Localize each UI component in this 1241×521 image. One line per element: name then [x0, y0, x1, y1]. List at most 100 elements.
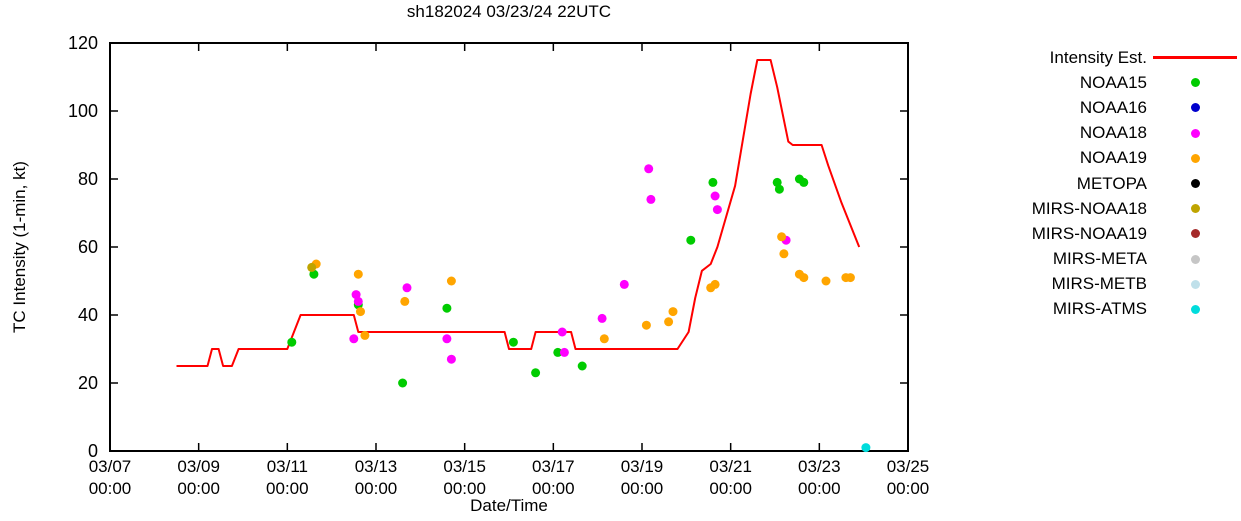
noaa18-point [619, 279, 629, 289]
mirs-noaa18-point [307, 262, 317, 272]
mirs-noaa18-legend-dot [1190, 204, 1200, 214]
y-tick-label: 100 [68, 101, 98, 121]
x-tick-label: 03/19 00:00 [621, 457, 664, 498]
noaa19-point [664, 317, 674, 327]
noaa15-point [772, 177, 782, 187]
noaa18-legend-dot [1190, 128, 1200, 138]
noaa16-legend-dot [1190, 103, 1200, 113]
intensity-line [176, 59, 861, 367]
legend-label-mirs-metb: MIRS-METB [1051, 274, 1147, 294]
noaa18-point [597, 313, 607, 323]
noaa19-point [668, 307, 678, 317]
mirs-meta-legend-dot [1190, 254, 1200, 264]
legend-item-mirs-metb: MIRS-METB [1005, 272, 1237, 297]
legend-marker-noaa15 [1153, 78, 1237, 88]
noaa18-point [351, 290, 361, 300]
y-tick-label: 120 [68, 33, 98, 53]
noaa18-point [712, 205, 722, 215]
noaa15-point [799, 177, 809, 187]
y-tick-label: 40 [78, 305, 98, 325]
legend-item-mirs-noaa19: MIRS-NOAA19 [1005, 221, 1237, 246]
legend-item-noaa16: NOAA16 [1005, 95, 1237, 120]
legend-marker-mirs-metb [1153, 279, 1237, 289]
noaa19-point [710, 279, 720, 289]
legend-label-noaa15: NOAA15 [1079, 72, 1147, 92]
noaa19-point [821, 276, 831, 286]
legend-label-mirs-atms: MIRS-ATMS [1052, 299, 1147, 319]
noaa15-point [531, 368, 541, 378]
chart-title: sh182024 03/23/24 22UTC [406, 2, 612, 21]
noaa15-legend-dot [1190, 78, 1200, 88]
noaa15-point [287, 337, 297, 347]
x-tick-label: 03/15 00:00 [443, 457, 486, 498]
legend-label-mirs-meta: MIRS-META [1052, 249, 1147, 269]
x-axis-label: Date/Time [470, 496, 548, 515]
noaa18-point [559, 347, 569, 357]
noaa15-point [508, 337, 518, 347]
legend-label-intensity-est: Intensity Est. [1049, 47, 1147, 67]
legend-item-mirs-noaa18: MIRS-NOAA18 [1005, 196, 1237, 221]
noaa18-point [710, 191, 720, 201]
noaa18-point [557, 327, 567, 337]
legend-label-noaa16: NOAA16 [1079, 97, 1147, 117]
noaa18-point [402, 283, 412, 293]
legend-marker-mirs-atms [1153, 304, 1237, 314]
legend-item-noaa15: NOAA15 [1005, 70, 1237, 95]
noaa19-point [360, 330, 370, 340]
noaa18-point [349, 334, 359, 344]
legend-label-mirs-noaa18: MIRS-NOAA18 [1031, 198, 1147, 218]
noaa15-point [442, 303, 452, 313]
legend-marker-metopa [1153, 179, 1237, 189]
legend: Intensity Est. NOAA15 NOAA16 NOAA18 NOAA19 ME… [1005, 45, 1237, 322]
legend-item-mirs-atms: MIRS-ATMS [1005, 297, 1237, 322]
mirs-metb-legend-dot [1190, 279, 1200, 289]
legend-marker-mirs-meta [1153, 254, 1237, 264]
legend-marker-mirs-noaa18 [1153, 204, 1237, 214]
noaa15-point [774, 184, 784, 194]
legend-marker-noaa16 [1153, 103, 1237, 113]
noaa19-point [779, 249, 789, 259]
legend-label-noaa18: NOAA18 [1079, 123, 1147, 143]
noaa18-point [442, 334, 452, 344]
noaa19-point [356, 307, 365, 317]
noaa19-point [799, 273, 809, 283]
plot-border [109, 42, 909, 452]
y-tick-label: 0 [88, 441, 98, 461]
y-tick-label: 20 [78, 373, 98, 393]
mirs-atms-legend-dot [1190, 304, 1200, 314]
legend-item-mirs-meta: MIRS-META [1005, 247, 1237, 272]
noaa18-point [446, 354, 456, 364]
x-tick-label: 03/21 00:00 [709, 457, 752, 498]
x-tick-label: 03/13 00:00 [355, 457, 398, 498]
noaa19-point [599, 334, 609, 344]
noaa15-point [708, 177, 718, 187]
noaa15-point [553, 347, 563, 357]
mirs-noaa19-legend-dot [1190, 229, 1200, 239]
noaa19-point [777, 232, 787, 242]
noaa18-point [644, 164, 654, 174]
noaa19-point [400, 296, 410, 306]
legend-label-noaa19: NOAA19 [1079, 148, 1147, 168]
noaa18-point [646, 194, 656, 204]
mirs-atms-point [861, 443, 871, 453]
x-tick-label: 03/25 00:00 [887, 457, 930, 498]
legend-marker-intensity-est [1153, 56, 1237, 60]
noaa19-legend-dot [1190, 153, 1200, 163]
noaa19-point [446, 276, 456, 286]
legend-item-noaa18: NOAA18 [1005, 121, 1237, 146]
y-tick-label: 80 [78, 169, 98, 189]
legend-line-sample [1153, 56, 1237, 60]
legend-item-noaa19: NOAA19 [1005, 146, 1237, 171]
x-tick-label: 03/17 00:00 [532, 457, 575, 498]
metopa-legend-dot [1190, 179, 1200, 189]
legend-item-intensity-est: Intensity Est. [1005, 45, 1237, 70]
legend-marker-mirs-noaa19 [1153, 229, 1237, 239]
noaa15-point [577, 361, 587, 371]
noaa15-point [309, 269, 319, 279]
x-tick-label: 03/23 00:00 [798, 457, 841, 498]
x-tick-label: 03/11 00:00 [266, 457, 309, 498]
noaa19-point [641, 320, 651, 330]
noaa19-point [845, 273, 855, 283]
